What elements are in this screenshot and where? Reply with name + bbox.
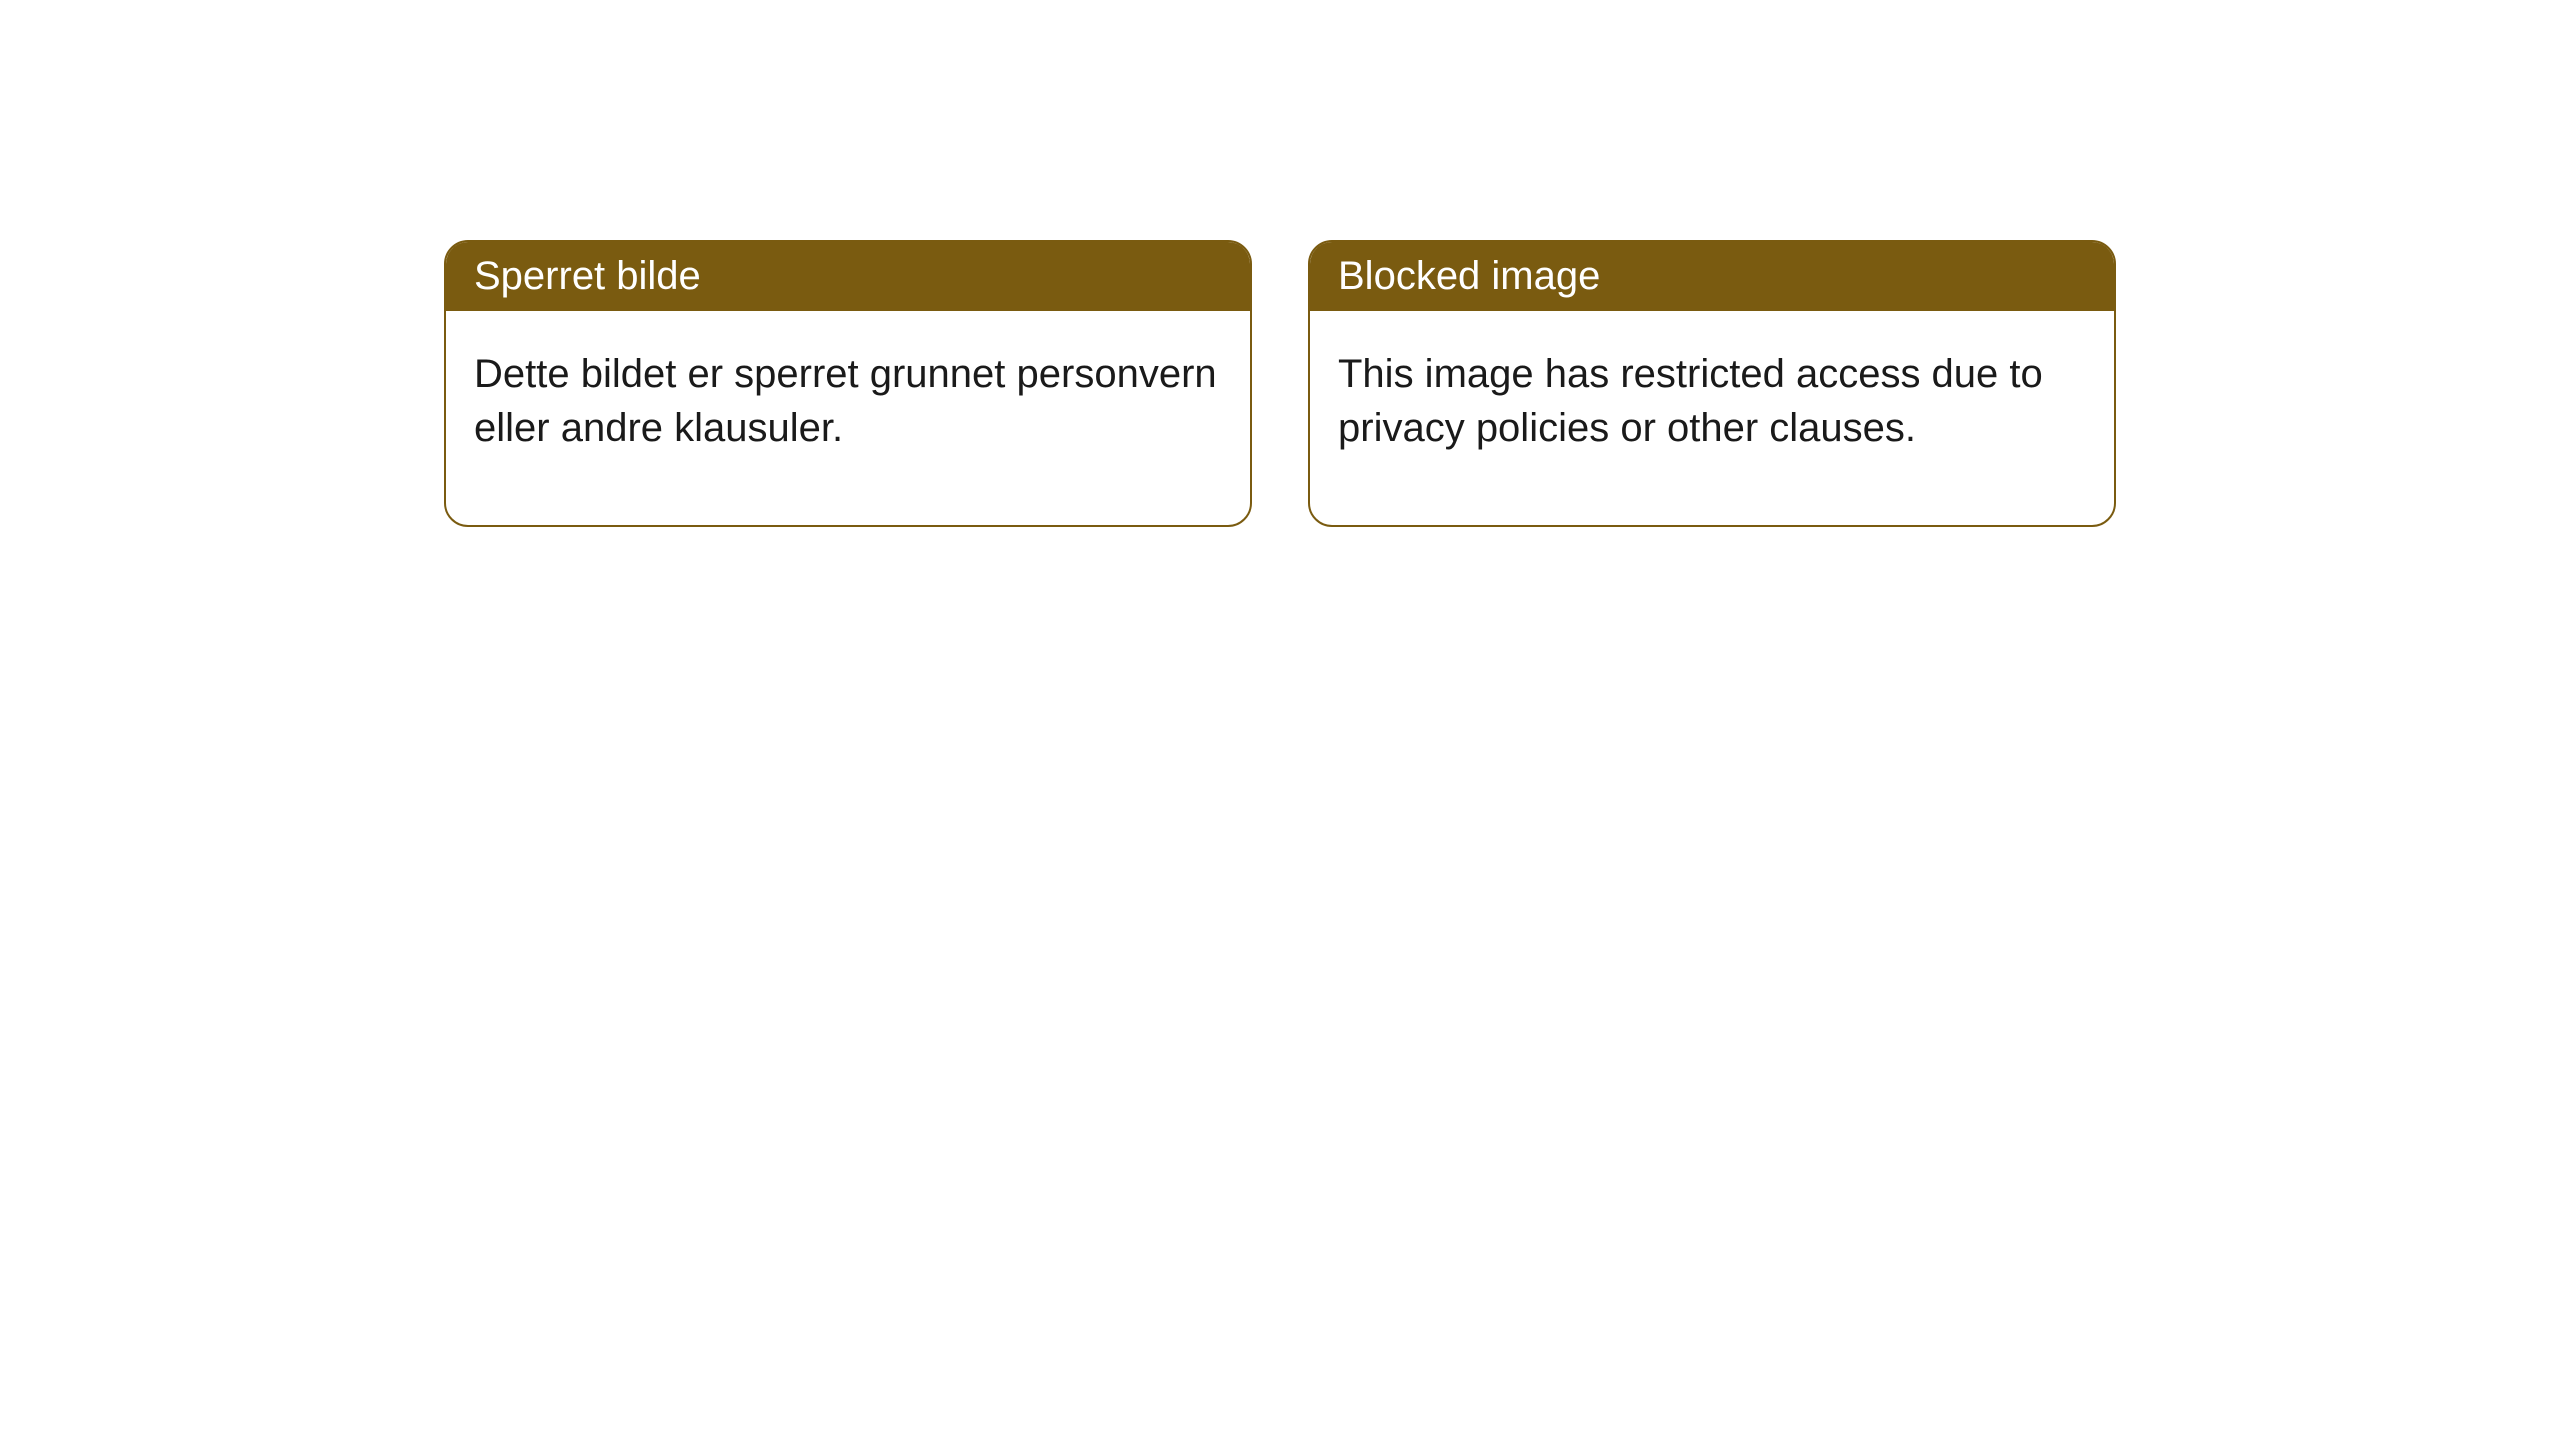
notice-card-header: Blocked image	[1310, 242, 2114, 311]
notice-card-message: This image has restricted access due to …	[1338, 352, 2043, 450]
notice-card-header: Sperret bilde	[446, 242, 1250, 311]
notice-card-norwegian: Sperret bilde Dette bildet er sperret gr…	[444, 240, 1252, 527]
notice-card-body: This image has restricted access due to …	[1310, 311, 2114, 525]
notice-cards-container: Sperret bilde Dette bildet er sperret gr…	[444, 240, 2116, 527]
notice-card-message: Dette bildet er sperret grunnet personve…	[474, 352, 1217, 450]
notice-card-english: Blocked image This image has restricted …	[1308, 240, 2116, 527]
notice-card-body: Dette bildet er sperret grunnet personve…	[446, 311, 1250, 525]
notice-card-title: Sperret bilde	[474, 254, 701, 298]
notice-card-title: Blocked image	[1338, 254, 1600, 298]
